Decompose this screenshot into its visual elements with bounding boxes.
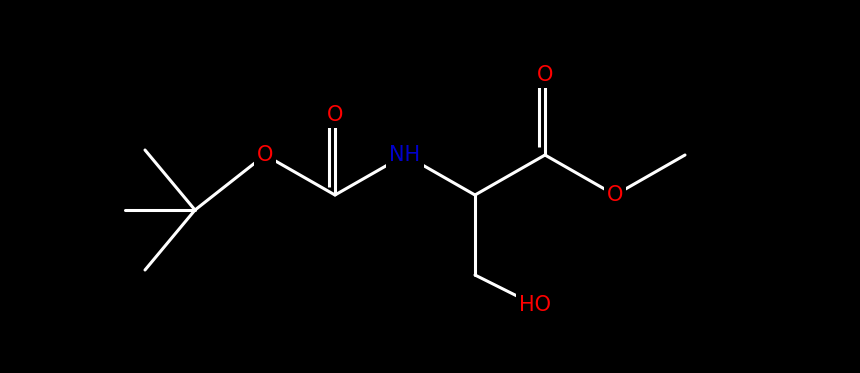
Text: HO: HO [519, 295, 551, 315]
Text: O: O [537, 65, 553, 85]
Text: O: O [257, 145, 273, 165]
Text: NH: NH [390, 145, 421, 165]
Text: O: O [327, 105, 343, 125]
Text: O: O [607, 185, 624, 205]
